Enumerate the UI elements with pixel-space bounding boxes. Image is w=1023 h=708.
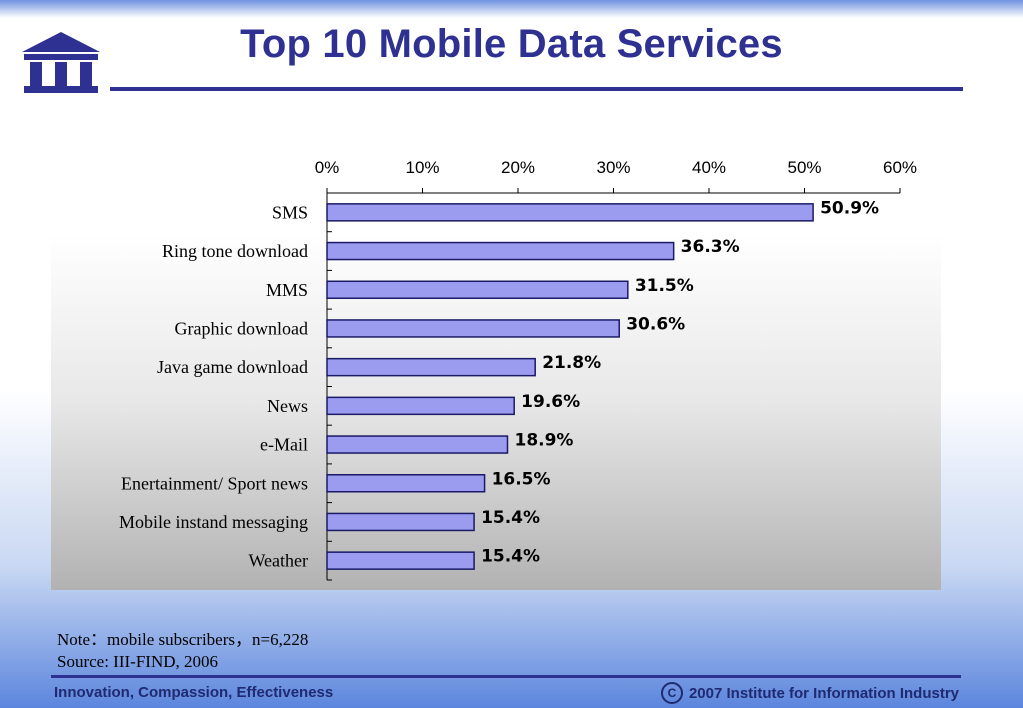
bar [326, 203, 814, 222]
category-label: Java game download [157, 357, 308, 377]
category-label: Weather [248, 551, 308, 571]
data-label: 19.6% [521, 392, 580, 412]
category-label: News [267, 396, 308, 416]
bar [326, 435, 509, 454]
copyright-icon: C [660, 682, 683, 704]
category-label: e-Mail [260, 435, 308, 455]
bar [326, 474, 486, 493]
category-label: MMS [266, 280, 308, 300]
chart-note: Note：mobile subscribers，n=6,228 [57, 630, 309, 649]
x-tick-label: 10% [405, 158, 439, 177]
data-label: 18.9% [514, 431, 573, 451]
page-title: Top 10 Mobile Data Services [240, 22, 783, 66]
chart-source: Source: III-FIND, 2006 [57, 652, 218, 671]
data-label: 21.8% [542, 353, 601, 373]
plot-background [51, 170, 941, 590]
top-gradient-band [0, 0, 1023, 18]
data-label: 36.3% [681, 237, 740, 257]
footer-divider [51, 675, 961, 678]
data-label: 30.6% [626, 314, 685, 334]
data-label: 31.5% [635, 276, 694, 296]
category-label: Mobile instand messaging [119, 512, 308, 532]
bar [326, 551, 475, 570]
footer-slogan: Innovation, Compassion, Effectiveness [54, 684, 334, 701]
bar [326, 241, 675, 261]
footer-copyright: C 2007 Institute for Information Industr… [660, 682, 959, 704]
title-underline [110, 87, 963, 91]
data-label: 50.9% [820, 198, 879, 218]
bar [326, 512, 475, 532]
bar [326, 357, 536, 377]
data-label: 15.4% [481, 547, 540, 567]
category-label: Ring tone download [162, 241, 308, 261]
x-tick-label: 20% [501, 158, 535, 177]
x-tick-label: 60% [883, 158, 917, 177]
x-tick-label: 50% [787, 158, 821, 177]
category-label: Enertainment/ Sport news [121, 473, 308, 493]
x-tick-label: 30% [596, 158, 630, 177]
data-label: 16.5% [492, 469, 551, 489]
x-tick-label: 40% [692, 158, 726, 177]
x-tick-label: 0% [315, 158, 340, 177]
category-label: SMS [272, 202, 308, 222]
data-label: 15.4% [481, 508, 540, 528]
footer-copyright-text: 2007 Institute for Information Industry [688, 684, 959, 702]
building-columns-icon [22, 32, 100, 93]
bar [326, 319, 620, 338]
category-label: Graphic download [175, 318, 308, 338]
bar [326, 280, 629, 299]
bar [326, 396, 515, 416]
